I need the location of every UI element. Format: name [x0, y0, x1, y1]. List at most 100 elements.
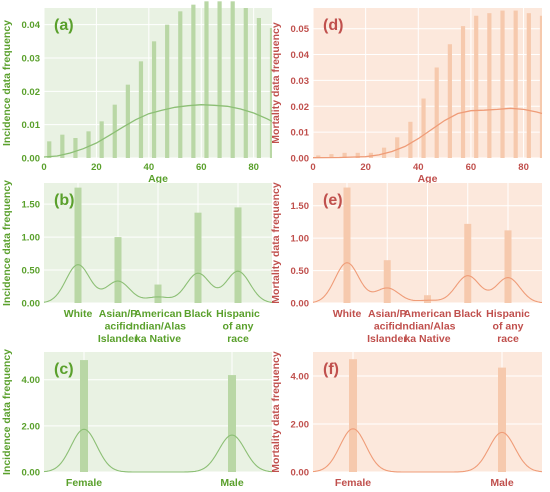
- x-tick-label: 40: [144, 162, 155, 173]
- bar: [165, 24, 170, 158]
- category-label: Hispanic of any race: [486, 308, 530, 345]
- x-axis-label: Age: [418, 173, 438, 185]
- category-label: Female: [66, 477, 102, 489]
- bar: [434, 67, 439, 158]
- category-label: White: [333, 308, 362, 320]
- bar: [80, 360, 88, 472]
- bar: [234, 207, 242, 303]
- panel-label: (c): [54, 361, 74, 378]
- bar: [395, 137, 400, 158]
- bar: [60, 134, 65, 158]
- category-label: Black: [184, 308, 212, 320]
- panel-label: (d): [323, 17, 343, 34]
- x-tick-label: 80: [518, 162, 529, 173]
- y-tick-label: 0.02: [291, 102, 310, 113]
- bar: [474, 15, 479, 158]
- density-curve: [43, 104, 273, 158]
- density-curve: [43, 264, 273, 303]
- y-tick-label: 0.03: [291, 76, 310, 87]
- y-axis-label: Mortality data frequency: [270, 22, 282, 144]
- bar: [217, 1, 222, 159]
- y-tick-label: 0.00: [291, 299, 310, 310]
- bar: [487, 13, 492, 159]
- category-label: Male: [220, 477, 244, 489]
- y-tick-label: 1.50: [22, 200, 41, 211]
- y-tick-label: 0.50: [22, 266, 41, 277]
- bar: [228, 375, 236, 472]
- y-tick-label: 0.03: [22, 54, 41, 65]
- panel-label: (b): [54, 192, 74, 209]
- bar: [526, 13, 531, 159]
- x-tick-label: 0: [310, 162, 315, 173]
- y-tick-label: 2.00: [22, 421, 41, 432]
- bar: [539, 15, 542, 158]
- category-label: Black: [454, 308, 482, 320]
- density-curve: [312, 262, 543, 304]
- y-tick-label: 1.50: [291, 201, 310, 212]
- bar: [191, 4, 196, 158]
- category-label: American Indian/Alas ka Native: [399, 308, 455, 345]
- y-tick-label: 0.05: [291, 24, 310, 35]
- x-tick-label: 0: [41, 162, 46, 173]
- panel-d: 0.00 0.01 0.02 0.03 0.04 0.05 Mortality data f…: [270, 8, 543, 185]
- bar: [138, 61, 144, 159]
- x-tick-label: 60: [466, 162, 477, 173]
- category-label: American Indian/Alas ka Native: [130, 308, 186, 345]
- bar: [355, 152, 360, 158]
- density-curve: [312, 107, 543, 159]
- bar: [114, 237, 122, 303]
- y-tick-label: 0.50: [291, 266, 310, 277]
- bar: [125, 84, 130, 158]
- bar: [74, 187, 82, 303]
- bar: [383, 260, 391, 303]
- y-tick-label: 0.00: [22, 299, 41, 310]
- bar: [408, 121, 413, 158]
- bar: [230, 1, 235, 159]
- bar: [47, 141, 52, 158]
- y-axis-label: Incidence data frequency: [1, 349, 13, 475]
- category-label: Female: [335, 477, 371, 489]
- bar: [424, 295, 431, 303]
- panel-c: 0.00 2.00 4.00 Incidence data frequency Fema…: [1, 349, 273, 489]
- panel-label: (a): [54, 17, 74, 34]
- bar: [498, 367, 506, 472]
- plot-area: [44, 352, 272, 472]
- x-tick-label: 60: [196, 162, 207, 173]
- bar: [178, 11, 183, 159]
- x-tick-label: 20: [360, 162, 371, 173]
- bar: [343, 187, 351, 303]
- bar: [204, 1, 209, 159]
- y-axis-label: Mortality data frequency: [270, 182, 282, 304]
- bar: [154, 284, 162, 303]
- y-tick-label: 0.00: [22, 154, 41, 165]
- y-axis-label: Incidence data frequency: [1, 180, 13, 306]
- bar: [460, 26, 466, 158]
- y-tick-label: 0.00: [291, 468, 310, 479]
- y-axis-label: Mortality data frequency: [270, 351, 282, 473]
- bar: [151, 41, 157, 159]
- bar: [349, 359, 357, 472]
- bar: [269, 28, 272, 158]
- bar: [329, 154, 334, 158]
- y-tick-label: 2.00: [291, 420, 310, 431]
- bar: [86, 131, 91, 158]
- panel-a: 0.00 0.01 0.02 0.03 0.04 Incidence data frequ…: [1, 1, 273, 185]
- bar: [342, 152, 347, 158]
- panel-b: 0.00 0.50 1.00 1.50 Incidence data frequency…: [1, 180, 273, 345]
- bar: [447, 44, 452, 159]
- bar: [256, 18, 261, 158]
- category-label: Male: [490, 477, 514, 489]
- category-label: Asian/P acific Islander: [367, 308, 407, 345]
- y-tick-label: 0.00: [22, 468, 41, 479]
- y-tick-label: 0.04: [291, 50, 310, 61]
- y-tick-label: 0.00: [291, 154, 310, 165]
- bar: [316, 155, 321, 158]
- x-tick-label: 80: [248, 162, 259, 173]
- y-tick-label: 0.04: [22, 20, 41, 31]
- panel-label: (f): [323, 361, 339, 378]
- category-label: Asian/P acific Islander: [98, 308, 138, 345]
- bar: [421, 98, 426, 158]
- y-tick-label: 4.00: [291, 372, 310, 383]
- plot-area: [313, 8, 542, 158]
